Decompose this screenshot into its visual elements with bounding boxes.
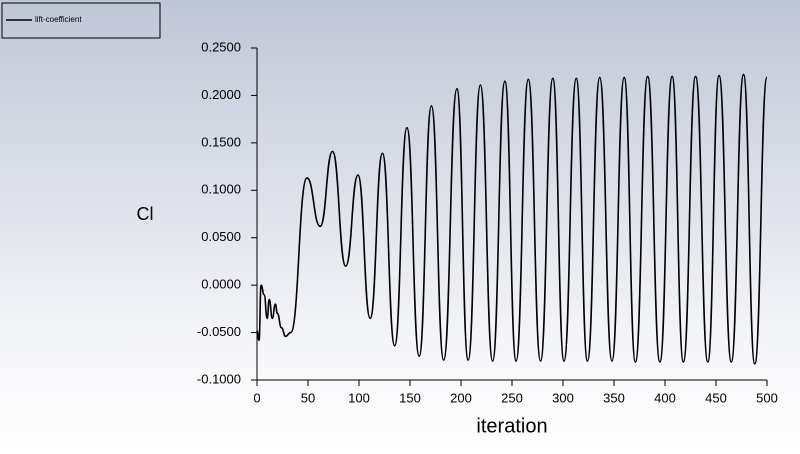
x-tick-label: 500: [756, 390, 778, 405]
x-tick-label: 50: [301, 390, 315, 405]
x-tick-label: 200: [450, 390, 472, 405]
x-tick-label: 300: [552, 390, 574, 405]
legend-label: lift-coefficient: [35, 15, 82, 24]
x-tick-label: 0: [253, 390, 260, 405]
x-tick-label: 250: [501, 390, 523, 405]
y-tick-label: 0.0000: [201, 277, 241, 292]
y-tick-label: 0.1000: [201, 182, 241, 197]
x-tick-label: 450: [705, 390, 727, 405]
x-tick-label: 350: [603, 390, 625, 405]
y-tick-label: 0.0500: [201, 229, 241, 244]
y-tick-label: 0.2000: [201, 87, 241, 102]
x-tick-label: 400: [654, 390, 676, 405]
x-axis-label: iteration: [476, 415, 547, 437]
x-tick-label: 150: [399, 390, 421, 405]
data-line: [256, 73, 768, 365]
y-tick-label: -0.0500: [197, 324, 241, 339]
y-axis-label: Cl: [137, 204, 154, 224]
y-tick-label: -0.1000: [197, 371, 241, 386]
y-tick-label: 0.2500: [201, 39, 241, 54]
y-tick-label: 0.1500: [201, 134, 241, 149]
legend-box: [1, 2, 161, 39]
x-tick-label: 100: [348, 390, 370, 405]
